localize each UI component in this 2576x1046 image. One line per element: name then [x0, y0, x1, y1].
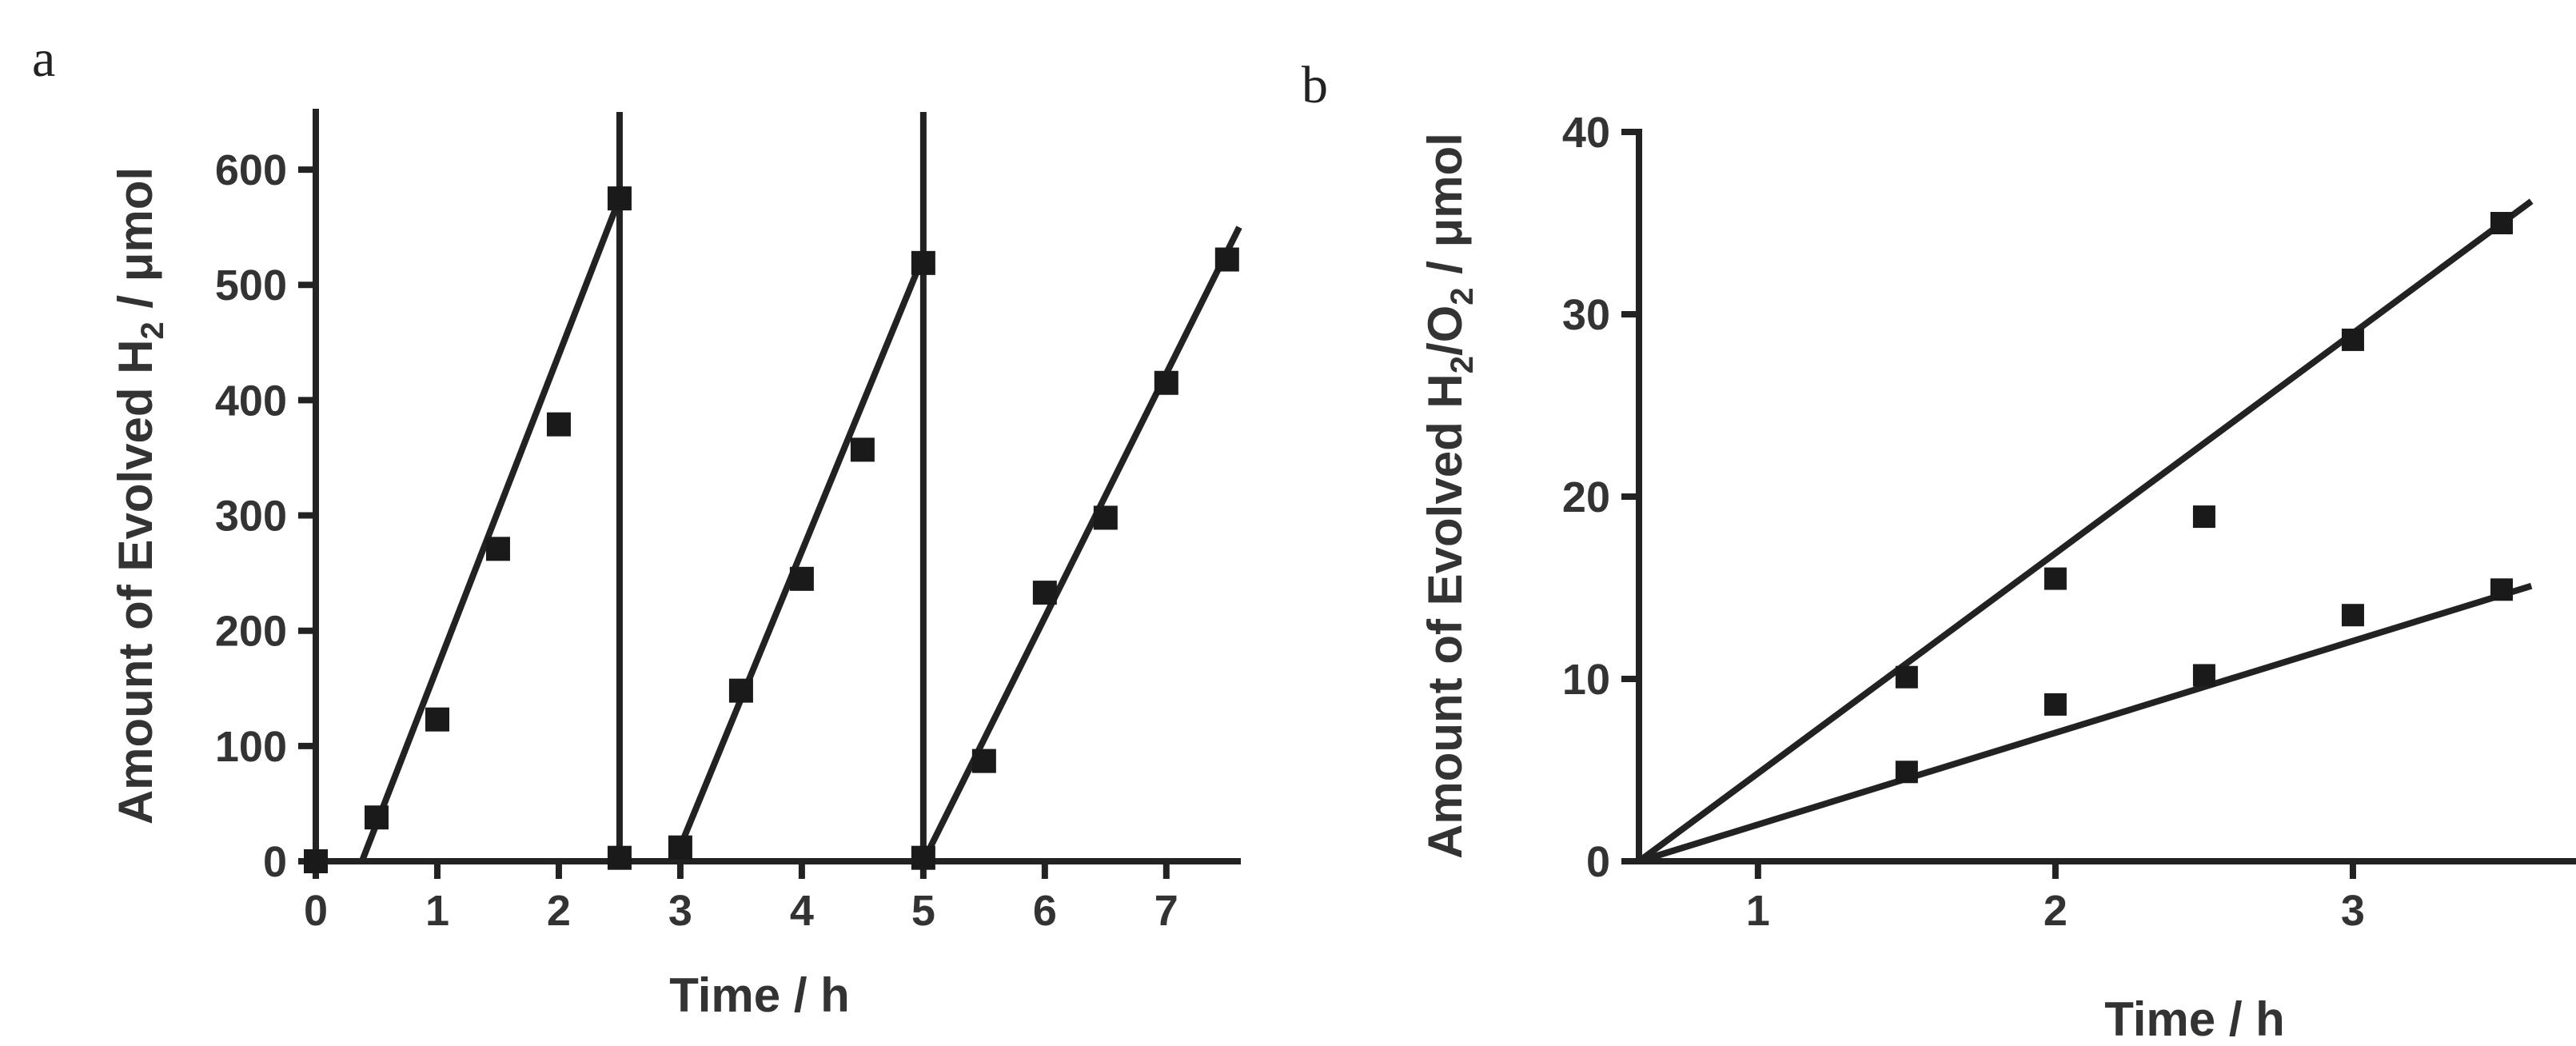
panel-a-h2-point [728, 678, 753, 703]
panel-a-h2-point [1032, 581, 1057, 605]
panel-a-letter: a [32, 30, 55, 88]
panel-a-x-tick-label: 7 [1154, 887, 1178, 935]
panel-a-h2-point [425, 707, 449, 732]
panel-a-h2-point [668, 835, 692, 860]
panel-b-x-tick-label: 3 [2341, 887, 2365, 935]
panel-b-x-tick-label: 2 [2044, 887, 2068, 935]
panel-a-fit-line-1 [359, 197, 623, 863]
panel-b-x-tick-label: 1 [1746, 887, 1770, 935]
panel-b-y-tick-label: 30 [1562, 291, 1610, 339]
panel-b-h2-point [1895, 665, 1918, 689]
panel-a-x-tick-label: 4 [790, 887, 814, 935]
panel-b-o2-point [2341, 604, 2364, 627]
panel-a-fit-line-3 [671, 254, 927, 863]
panel-a-x-tick-label: 3 [668, 887, 692, 935]
panel-b-fit-line-1 [1637, 198, 2534, 864]
panel-b-y-tick-label: 40 [1562, 109, 1610, 157]
panel-b-h2-point [2490, 212, 2513, 234]
panel-b-y-tick-label: 20 [1562, 473, 1610, 521]
panel-a-h2-point [1093, 505, 1118, 530]
panel-a-xlabel: Time / h [669, 968, 850, 1022]
panel-b-o2-point [2490, 578, 2513, 601]
panel-a-h2-point [789, 566, 814, 591]
panel-a-h2-point [850, 437, 875, 462]
panel-b-h2-point [2192, 505, 2215, 529]
panel-b-o2-point [1895, 761, 1918, 784]
panel-a-chart: 0 100 200 300 400 500 600 0 1 2 3 4 5 6 7 [215, 109, 1242, 935]
panel-a-h2-point [607, 186, 632, 211]
panel-b-fit-line-2 [1637, 582, 2533, 864]
panel-a-y-tick-label: 300 [215, 493, 287, 541]
panel-b-o2-point [2192, 664, 2215, 687]
panel-b-ylabel: Amount of Evolved H2/O2 / μmol [1418, 133, 1480, 859]
panel-b-letter: b [1302, 56, 1328, 114]
panel-a-y-tick-label: 0 [263, 838, 287, 886]
panel-a-h2-point [1214, 247, 1239, 272]
panel-a-x-tick-label: 5 [911, 887, 935, 935]
panel-b-y-tick-label: 10 [1562, 656, 1610, 704]
panel-a-fit-line-5 [920, 226, 1242, 863]
panel-a-x-tick-label: 2 [547, 887, 571, 935]
panel-a-h2-point [971, 749, 996, 773]
panel-a-y-tick-label: 600 [215, 146, 287, 194]
panel-b-h2-point [2341, 328, 2364, 351]
panel-a-h2-point [1154, 370, 1178, 395]
panel-a-h2-point [364, 805, 389, 830]
panel-a-h2-point [304, 849, 328, 873]
panel-b-o2-point [2044, 693, 2067, 716]
panel-a-y-tick-label: 100 [215, 723, 287, 771]
panel-b-y-tick-label: 0 [1586, 838, 1610, 886]
panel-a-x-tick-label: 1 [425, 887, 449, 935]
panel-b-xlabel: Time / h [2104, 992, 2285, 1046]
panel-a-h2-point [911, 250, 935, 275]
panel-a-h2-point [485, 537, 510, 561]
panel-b-h2-point [2044, 567, 2067, 590]
panel-a-ylabel: Amount of Evolved H2 / μmol [109, 167, 170, 824]
panel-a-x-tick-label: 0 [304, 887, 328, 935]
panel-b-chart: 0 10 20 30 40 1 2 3 [1562, 109, 2576, 935]
panel-a-h2-point [911, 845, 935, 870]
panel-a-h2-point [546, 412, 571, 437]
panel-a-y-tick-label: 400 [215, 377, 287, 425]
panel-a-y-tick-label: 200 [215, 608, 287, 656]
panel-a-h2-point [607, 845, 632, 870]
panel-a-x-tick-label: 6 [1033, 887, 1057, 935]
panel-a-y-tick-label: 500 [215, 262, 287, 309]
